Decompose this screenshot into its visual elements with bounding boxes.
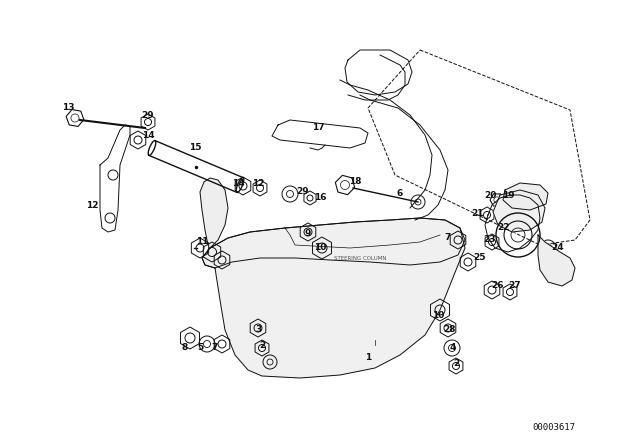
Polygon shape: [493, 190, 545, 232]
Text: 13: 13: [61, 103, 74, 112]
Text: 14: 14: [141, 130, 154, 139]
Text: 20: 20: [484, 191, 496, 201]
Text: STEERING COLUMN: STEERING COLUMN: [333, 256, 387, 261]
Text: 10: 10: [432, 310, 444, 319]
Text: 25: 25: [474, 254, 486, 263]
Text: 10: 10: [314, 244, 326, 253]
Text: 4: 4: [450, 344, 456, 353]
Text: 7: 7: [212, 344, 218, 353]
Text: 11: 11: [196, 237, 208, 246]
Text: 5: 5: [197, 344, 203, 353]
Polygon shape: [202, 218, 465, 378]
Text: 19: 19: [502, 191, 515, 201]
Text: 3: 3: [255, 326, 261, 335]
Polygon shape: [503, 183, 548, 210]
Text: 8: 8: [182, 344, 188, 353]
Text: 23: 23: [484, 236, 496, 245]
Text: 7: 7: [445, 233, 451, 241]
Text: 28: 28: [444, 326, 456, 335]
Text: 00003617: 00003617: [532, 423, 575, 432]
Polygon shape: [538, 235, 575, 286]
Text: 15: 15: [189, 143, 201, 152]
Text: 18: 18: [349, 177, 361, 185]
Text: 17: 17: [312, 122, 324, 132]
Polygon shape: [200, 178, 228, 248]
Text: 29: 29: [141, 111, 154, 120]
Text: 21: 21: [472, 210, 484, 219]
Text: 16: 16: [314, 193, 326, 202]
Text: 2: 2: [453, 359, 459, 369]
Text: 2: 2: [259, 341, 265, 350]
Text: 12: 12: [86, 201, 99, 210]
Text: 26: 26: [492, 280, 504, 289]
Text: 9: 9: [305, 229, 311, 238]
Text: 27: 27: [509, 280, 522, 289]
Text: 22: 22: [498, 224, 510, 233]
Text: 12: 12: [252, 178, 264, 188]
Text: 14: 14: [232, 178, 244, 188]
Text: 24: 24: [552, 244, 564, 253]
Text: 6: 6: [397, 189, 403, 198]
Text: 29: 29: [297, 188, 309, 197]
Text: 1: 1: [365, 353, 371, 362]
